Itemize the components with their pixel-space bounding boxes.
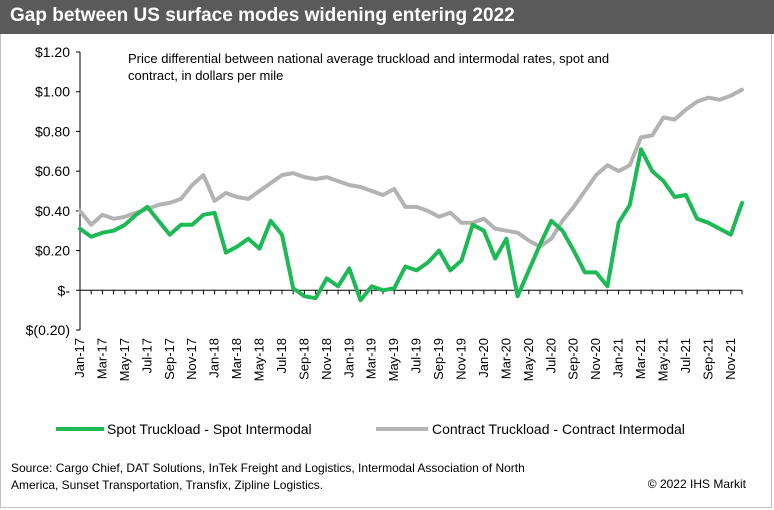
x-tick-label: Jul-18	[274, 338, 289, 373]
x-tick-label: Jul-17	[139, 338, 154, 373]
x-tick-label: May-19	[386, 338, 401, 381]
chart-subtitle-line1: Price differential between national aver…	[128, 51, 609, 66]
x-tick-label: Jul-21	[678, 338, 693, 373]
y-tick-label: $1.20	[35, 44, 70, 60]
y-tick-label: $1.00	[35, 84, 70, 100]
x-tick-label: Nov-21	[723, 338, 738, 380]
x-tick-label: May-21	[655, 338, 670, 381]
chart-subtitle-line2: contract, in dollars per mile	[128, 68, 283, 83]
x-tick-label: Jan-20	[476, 338, 491, 378]
chart-title: Gap between US surface modes widening en…	[10, 5, 515, 26]
y-tick-label: $(0.20)	[26, 322, 70, 338]
x-tick-label: Nov-19	[453, 338, 468, 380]
x-tick-label: Sep-20	[566, 338, 581, 380]
x-tick-label: Jul-20	[543, 338, 558, 373]
x-tick-label: Jul-19	[409, 338, 424, 373]
x-tick-label: Sep-21	[700, 338, 715, 380]
y-tick-label: $-	[58, 282, 71, 298]
x-tick-label: Jan-18	[207, 338, 222, 378]
x-tick-label: Sep-17	[162, 338, 177, 380]
legend: Spot Truckload - Spot Intermodal Contract…	[56, 421, 685, 437]
x-tick-label: May-20	[521, 338, 536, 381]
copyright-note: © 2022 IHS Markit	[647, 477, 746, 491]
source-note: Source: Cargo Chief, DAT Solutions, InTe…	[11, 461, 525, 492]
series-lines	[78, 87, 744, 303]
x-tick-label: May-17	[117, 338, 132, 381]
x-tick-label: Jan-21	[611, 338, 626, 378]
title-bar: Gap between US surface modes widening en…	[0, 0, 774, 34]
x-tick-label: Mar-21	[633, 338, 648, 379]
x-tick-label: Nov-20	[588, 338, 603, 380]
x-tick-label: May-18	[252, 338, 267, 381]
chart-frame	[0, 34, 772, 508]
x-axis: Jan-17 Mar-17 May-17 Jul-17 Sep-17 Nov-17 Jan-…	[72, 289, 743, 381]
y-tick-label: $0.80	[35, 123, 70, 139]
x-tick-label: Sep-18	[296, 338, 311, 380]
x-tick-label: Nov-17	[184, 338, 199, 380]
x-tick-label: Jan-19	[341, 338, 356, 378]
x-tick-label: Jan-17	[72, 338, 87, 378]
y-tick-label: $0.20	[35, 243, 70, 259]
x-tick-label: Mar-19	[364, 338, 379, 379]
y-tick-label: $0.60	[35, 163, 70, 179]
legend-spot-label: Spot Truckload - Spot Intermodal	[107, 421, 312, 437]
x-tick-label: Sep-19	[431, 338, 446, 380]
series-line-contract	[78, 87, 744, 249]
series-line-spot	[78, 147, 744, 303]
x-tick-label: Nov-18	[319, 338, 334, 380]
legend-contract-label: Contract Truckload - Contract Intermodal	[432, 421, 685, 437]
y-tick-label: $0.40	[35, 203, 70, 219]
y-axis: $1.20 $1.00 $0.80 $0.60 $0.40 $0.20 $- $(0.20)	[26, 44, 81, 338]
x-tick-label: Mar-20	[498, 338, 513, 379]
x-tick-label: Mar-18	[229, 338, 244, 379]
x-tick-label: Mar-17	[94, 338, 109, 379]
